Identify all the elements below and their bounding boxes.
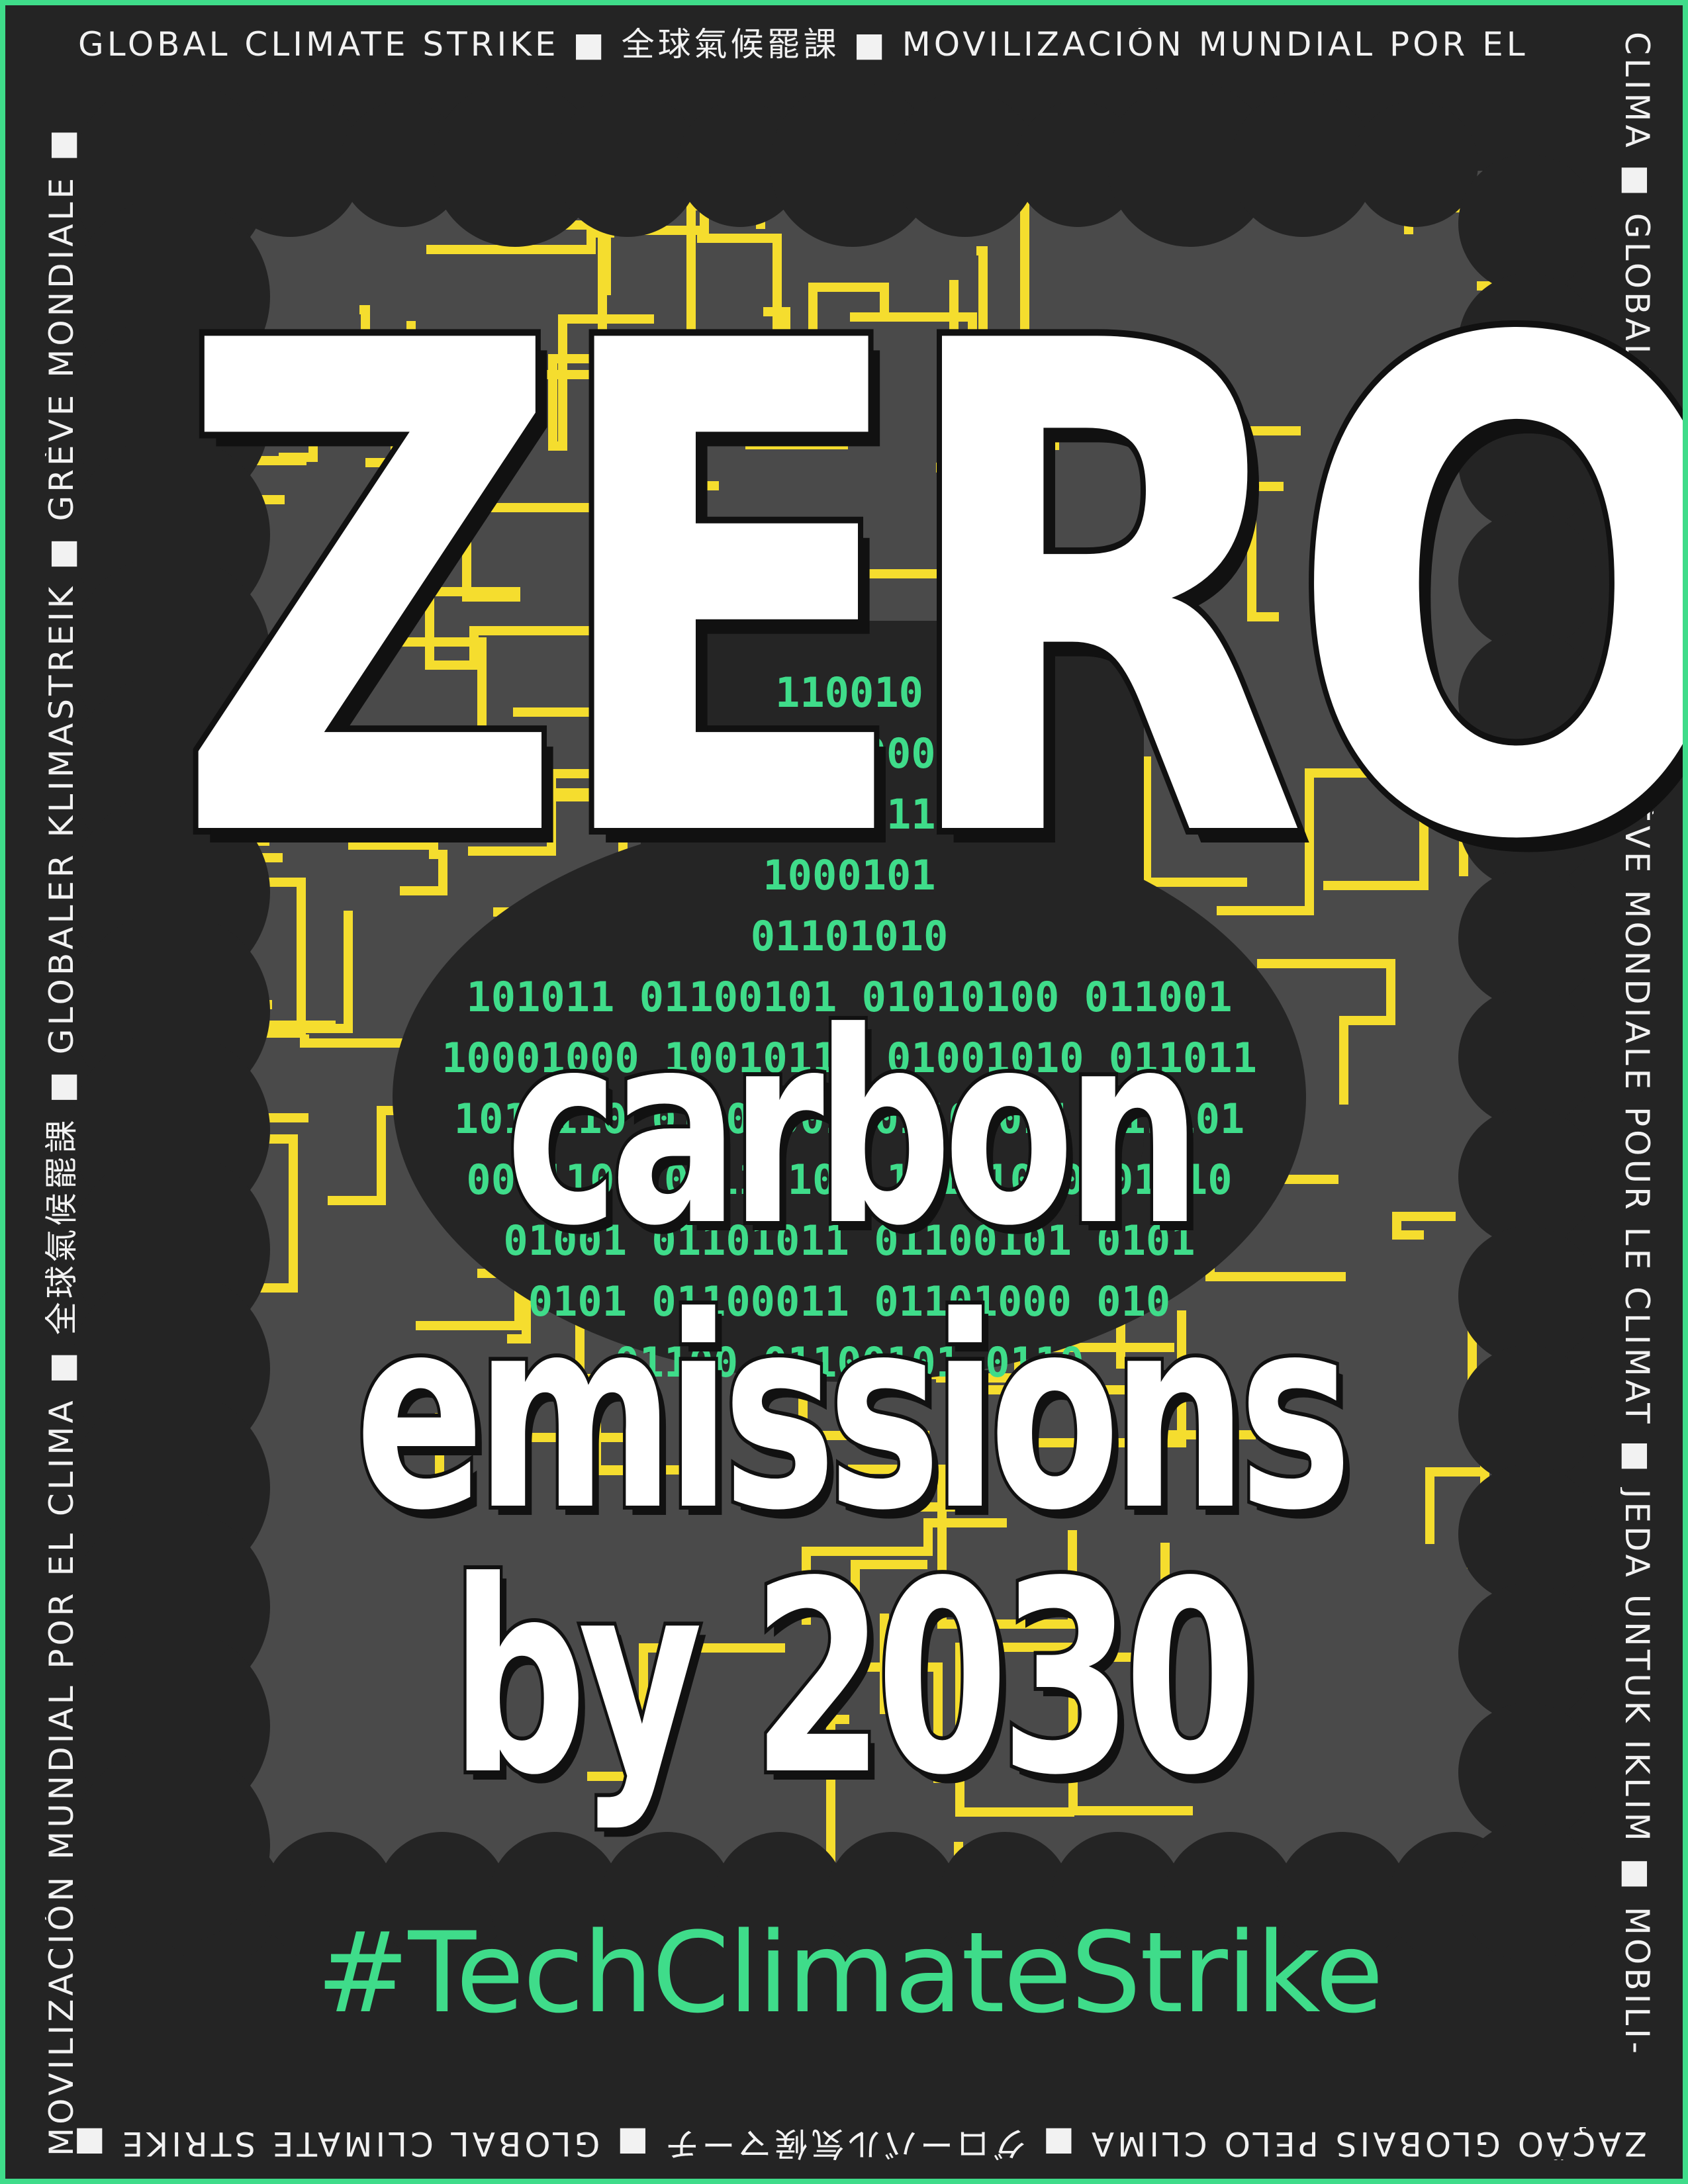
circuit-trace <box>491 1433 635 1475</box>
circuit-trace <box>425 587 591 670</box>
circuit-trace <box>1247 482 1284 621</box>
cloud-puff <box>826 1832 959 1964</box>
circuit-trace <box>1014 1310 1186 1447</box>
cloud-puff <box>1230 91 1376 237</box>
circuit-trace <box>279 396 318 462</box>
cloud-puff <box>489 1832 621 1964</box>
cloud-puff <box>71 1746 270 1944</box>
binary-row: 01100 01100101 0110 <box>614 1338 1084 1387</box>
circuit-trace <box>1051 1543 1170 1662</box>
circuit-trace <box>955 1643 1193 1817</box>
cloud-puff <box>1458 1584 1597 1723</box>
binary-code: 110010 0101000 0100011 1000101 01101010 10101… <box>442 668 1257 1387</box>
circuit-trace <box>1425 1467 1485 1544</box>
circuit-trace <box>851 1560 943 1783</box>
cloud-puff <box>1015 101 1141 227</box>
binary-row: 0011101 00110101 10101010 01110 <box>466 1156 1232 1204</box>
binary-row: 0100011 <box>763 790 935 839</box>
cloud-puff <box>263 1832 396 1964</box>
cloud-puff <box>432 81 598 247</box>
cloud-puff <box>555 91 700 237</box>
circuit-trace <box>976 246 996 390</box>
subline-emissions: emissions <box>352 1261 1355 1569</box>
circuit-trace <box>394 387 513 471</box>
cloud-puff <box>1458 154 1597 293</box>
circuit-trace <box>880 1614 921 1714</box>
cloud-puff <box>1458 273 1597 412</box>
cloud-puff <box>1458 1226 1597 1365</box>
circuit-trace <box>1392 1212 1456 1240</box>
cloud-edge <box>5 5 1683 2179</box>
headline-zero: ZERO <box>169 201 1688 987</box>
binary-row: 101011 01100101 01010100 011001 <box>466 973 1232 1021</box>
circuit-trace <box>424 341 627 379</box>
cloud-puff <box>892 91 1038 237</box>
binary-row: 0101000 <box>763 729 935 778</box>
circuit-trace <box>855 312 977 473</box>
circuit-trace <box>940 280 1059 450</box>
cloud-puff <box>1458 750 1597 889</box>
cloud-puff <box>939 1832 1071 1964</box>
cloud-puff <box>1458 1822 1597 1961</box>
circuit-trace <box>1368 567 1440 711</box>
cloud-puff <box>1458 988 1597 1127</box>
binary-row: 10001000 10010110 01001010 011011 <box>442 1034 1257 1082</box>
blob-shape <box>641 621 1144 1216</box>
circuit-trace <box>587 1643 785 1781</box>
circuit-trace <box>697 234 782 359</box>
cloud-puff <box>1458 512 1597 651</box>
cloud-puff <box>1051 1832 1184 1964</box>
cloud-puff <box>1458 1465 1597 1604</box>
cloud-fill <box>5 1905 1683 2179</box>
binary-row: 01001 01101011 01100101 0101 <box>503 1216 1195 1265</box>
border-text-top: GLOBAL CLIMATE STRIKE ■ 全球氣候罷課 ■ MOVILIZ… <box>78 28 1528 61</box>
binary-row: 1000101 <box>763 851 935 899</box>
cloud-puff <box>770 81 935 247</box>
cloud-puff <box>601 1832 733 1964</box>
binary-row: 01101010 <box>751 912 949 960</box>
cloud-puff <box>1458 631 1597 770</box>
cloud-puff <box>1107 81 1273 247</box>
circuit-trace <box>462 541 520 602</box>
circuit-trace <box>745 307 848 449</box>
border-text-left: MOVILIZACIÓN MUNDIAL POR EL CLIMA ■ 全球氣候… <box>45 126 78 2156</box>
circuit-trace <box>435 1413 459 1508</box>
hashtag: #TechClimateStrike <box>316 1908 1383 2038</box>
subline-by-2030: by 2030 <box>447 1525 1260 1833</box>
cloud-puff <box>1458 1345 1597 1484</box>
binary-row: 110010 <box>775 668 923 717</box>
cloud-puff <box>1458 392 1597 531</box>
circuit-trace <box>1323 772 1513 890</box>
cloud-puff <box>1458 1107 1597 1246</box>
binary-row: 0101 01100011 01101000 010 <box>528 1277 1171 1326</box>
circuit-trace <box>548 314 654 451</box>
cloud-puff <box>1458 869 1597 1008</box>
binary-row: 1010110 01101001 01101011 011101 <box>454 1095 1244 1143</box>
cloud-puff <box>1352 101 1478 227</box>
cloud-puff <box>1164 1832 1296 1964</box>
dark-blob <box>393 621 1306 1382</box>
circuit-trace <box>1257 959 1395 1105</box>
cloud-puff <box>1276 1832 1409 1964</box>
cloud-puff <box>1458 1703 1597 1842</box>
circuit-trace <box>848 1465 1077 1629</box>
cloud-puff <box>714 1832 846 1964</box>
circuit-trace <box>575 1238 722 1475</box>
circuit-artwork: 110010 0101000 0100011 1000101 01101010 10101… <box>5 5 1683 2179</box>
circuit-trace <box>1139 353 1301 435</box>
cloud-puff <box>677 101 803 227</box>
subline-carbon: carbon <box>502 976 1204 1284</box>
border-text-bottom: ZAÇÃO GLOBAIS PELO CLIMA ■ グローバル気候マーチ ■ … <box>70 2127 1647 2160</box>
cloud-puff <box>340 101 465 227</box>
circuit-trace <box>359 305 517 395</box>
cloud-puff <box>376 1832 508 1964</box>
circuit-trace <box>802 1518 1007 1625</box>
circuit-trace <box>348 841 447 895</box>
